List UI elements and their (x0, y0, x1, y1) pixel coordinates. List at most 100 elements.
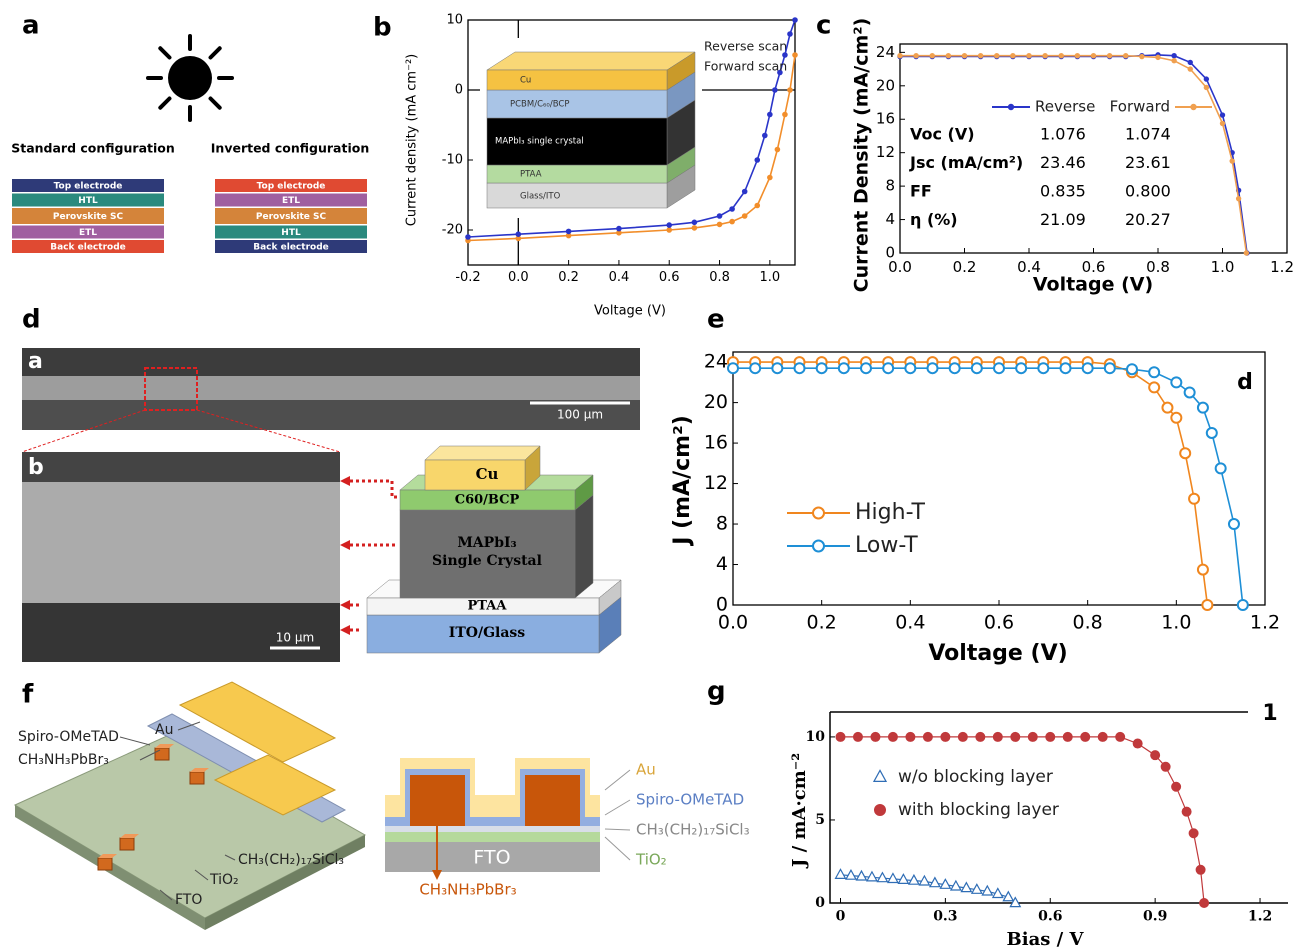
y-tick-label: 24 (876, 43, 895, 61)
marker (1010, 53, 1016, 59)
marker (666, 227, 673, 233)
sun (168, 56, 212, 100)
layer-label: ETL (282, 196, 300, 206)
marker (1148, 381, 1161, 394)
marker (767, 174, 773, 181)
stack-label: ITO/Glass (449, 625, 526, 641)
table-cell: η (%) (910, 210, 958, 229)
legend-marker (1007, 103, 1015, 111)
marker (928, 876, 941, 888)
marker (993, 362, 1005, 375)
marker (1026, 53, 1032, 59)
marker (787, 31, 793, 37)
marker (1187, 66, 1193, 72)
table-cell: 0.800 (1125, 182, 1171, 201)
y-axis-label: Current density (mA cm⁻²) (405, 54, 420, 226)
marker (852, 731, 863, 742)
y-tick-label: 4 (885, 210, 895, 228)
marker (1009, 896, 1022, 908)
y-tick-label: 16 (876, 110, 895, 128)
au-pad (213, 754, 337, 816)
marker (1196, 563, 1209, 576)
marker (940, 731, 951, 742)
axis-frame (467, 19, 796, 266)
pointer-head (340, 476, 350, 486)
marker (1188, 492, 1201, 505)
table-cell: 1.076 (1040, 125, 1086, 144)
x-tick-label: 0.8 (709, 270, 730, 285)
layer-label: Perovskite SC (53, 212, 124, 222)
layer (12, 225, 164, 239)
marker (767, 111, 773, 118)
marker (1170, 411, 1183, 424)
inset-layer-label: Cu (520, 76, 531, 86)
marker (792, 52, 798, 58)
layer-name: Au (636, 761, 656, 779)
marker (465, 234, 471, 240)
marker (772, 87, 778, 93)
sem-band (22, 376, 640, 400)
marker (975, 731, 986, 742)
slab-front (486, 117, 668, 166)
x-axis-label: Voltage (V) (594, 304, 666, 319)
marker (782, 52, 788, 58)
marker (727, 362, 739, 375)
leader (604, 769, 631, 791)
x-tick-label: 0.2 (558, 270, 579, 285)
marker (939, 878, 952, 889)
y-axis-label: J (mA/cm²) (670, 415, 695, 547)
crystal (154, 747, 170, 761)
x-tick-label: 0.6 (1038, 908, 1062, 924)
y-tick-label: 8 (716, 513, 728, 535)
layer-label: HTL (78, 196, 98, 206)
slab-front (486, 69, 668, 91)
table-cell: 0.835 (1040, 182, 1086, 201)
y-tick-label: 0 (815, 895, 825, 911)
marker (616, 225, 622, 232)
annotation: d (1237, 370, 1253, 395)
marker (777, 69, 783, 76)
marker (865, 870, 878, 882)
table-cell: 20.27 (1125, 210, 1171, 229)
marker (754, 157, 761, 163)
marker (716, 221, 723, 228)
marker (1058, 53, 1064, 59)
y-tick-label: 20 (704, 391, 728, 413)
crystal (410, 775, 465, 826)
marker (1171, 53, 1177, 59)
marker (515, 231, 522, 237)
panel-label: g (707, 677, 726, 707)
layer-label: ETL (79, 228, 97, 238)
marker (837, 362, 850, 375)
marker (926, 362, 939, 375)
marker (1062, 731, 1073, 742)
marker (1188, 828, 1199, 839)
au-pad (178, 681, 337, 763)
panel-label: b (373, 13, 392, 43)
panel-label: a (22, 11, 40, 41)
marker (771, 362, 784, 375)
marker (949, 879, 962, 891)
y-axis-label: Current Density (mA/cm²) (851, 18, 873, 293)
sem-band (22, 482, 340, 603)
zoom-box (144, 367, 198, 411)
marker (1080, 731, 1091, 742)
stack-label: MAPbI₃ (457, 535, 516, 551)
legend-label: Reverse scan (704, 39, 787, 54)
marker (905, 731, 916, 742)
marker (1181, 806, 1192, 817)
marker (1203, 76, 1210, 82)
leader (119, 721, 236, 901)
legend-label: High-T (855, 500, 925, 525)
marker (1074, 53, 1081, 59)
slab-front (399, 509, 576, 599)
x-tick-label: 1.2 (1248, 908, 1272, 924)
marker (948, 362, 961, 375)
y-tick-label: 24 (704, 351, 728, 373)
legend-label: Reverse (1035, 98, 1095, 116)
y-tick-label: 4 (716, 553, 728, 575)
marker (870, 731, 881, 742)
marker (834, 868, 847, 879)
